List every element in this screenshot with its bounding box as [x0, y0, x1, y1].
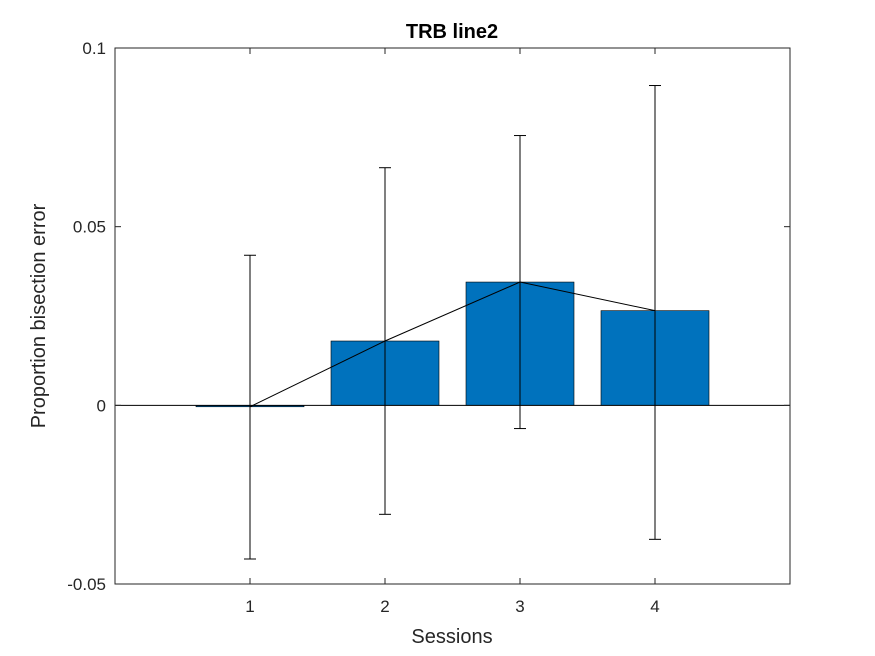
- y-tick-label-1: 0: [97, 396, 106, 415]
- chart-title: TRB line2: [406, 21, 498, 43]
- ticks-layer: 1 2 3 4 -0.05 0 0.05 0.1: [67, 39, 790, 616]
- x-tick-label-3: 3: [515, 597, 524, 616]
- y-tick-label-3: 0.1: [82, 39, 106, 58]
- x-tick-label-4: 4: [650, 597, 659, 616]
- y-axis-label: Proportion bisection error: [28, 203, 50, 428]
- x-tick-label-2: 2: [380, 597, 389, 616]
- x-tick-label-1: 1: [245, 597, 254, 616]
- errorbars-layer: [244, 85, 661, 560]
- x-axis-label: Sessions: [411, 626, 492, 648]
- axes-box: [114, 47, 791, 585]
- trend-line: [249, 281, 656, 408]
- y-tick-label-0: -0.05: [67, 575, 106, 594]
- y-tick-label-2: 0.05: [73, 218, 106, 237]
